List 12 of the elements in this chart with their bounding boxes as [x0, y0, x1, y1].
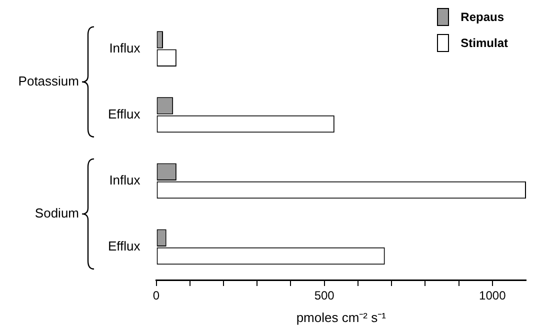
x-tick-label: 0	[152, 288, 160, 303]
legend-label: Repaus	[460, 10, 504, 24]
x-axis-title: pmoles cm⁻² s⁻¹	[296, 310, 387, 325]
y-tick-label: Influx	[109, 40, 141, 56]
y-tick-label: Influx	[109, 172, 141, 188]
text: Potassium	[18, 73, 79, 88]
text: Stimulat	[460, 36, 508, 50]
x-tick-label: 500	[314, 288, 335, 303]
text: Sodium	[34, 206, 79, 221]
y-tick-label: Efflux	[108, 106, 141, 122]
y-tick-label: Efflux	[108, 238, 141, 254]
x-tick-label: 1000	[479, 288, 506, 303]
